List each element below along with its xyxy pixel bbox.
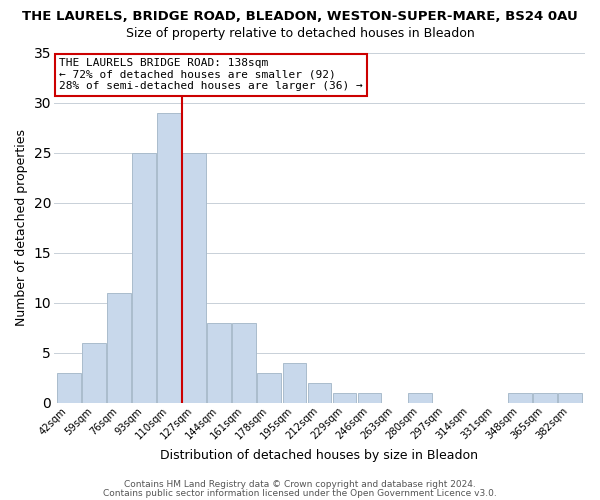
Bar — [82, 343, 106, 403]
Bar — [57, 373, 81, 403]
Bar — [332, 393, 356, 403]
Text: Size of property relative to detached houses in Bleadon: Size of property relative to detached ho… — [125, 28, 475, 40]
Bar — [208, 323, 231, 403]
Bar — [107, 293, 131, 403]
Bar — [558, 393, 582, 403]
Bar — [308, 383, 331, 403]
Bar — [157, 113, 181, 403]
Bar — [408, 393, 431, 403]
X-axis label: Distribution of detached houses by size in Bleadon: Distribution of detached houses by size … — [160, 450, 478, 462]
Text: Contains public sector information licensed under the Open Government Licence v3: Contains public sector information licen… — [103, 488, 497, 498]
Text: THE LAURELS BRIDGE ROAD: 138sqm
← 72% of detached houses are smaller (92)
28% of: THE LAURELS BRIDGE ROAD: 138sqm ← 72% of… — [59, 58, 363, 92]
Bar — [533, 393, 557, 403]
Bar — [257, 373, 281, 403]
Bar — [358, 393, 382, 403]
Bar — [283, 363, 307, 403]
Text: Contains HM Land Registry data © Crown copyright and database right 2024.: Contains HM Land Registry data © Crown c… — [124, 480, 476, 489]
Bar — [232, 323, 256, 403]
Bar — [132, 153, 156, 403]
Bar — [508, 393, 532, 403]
Text: THE LAURELS, BRIDGE ROAD, BLEADON, WESTON-SUPER-MARE, BS24 0AU: THE LAURELS, BRIDGE ROAD, BLEADON, WESTO… — [22, 10, 578, 23]
Bar — [182, 153, 206, 403]
Y-axis label: Number of detached properties: Number of detached properties — [15, 130, 28, 326]
